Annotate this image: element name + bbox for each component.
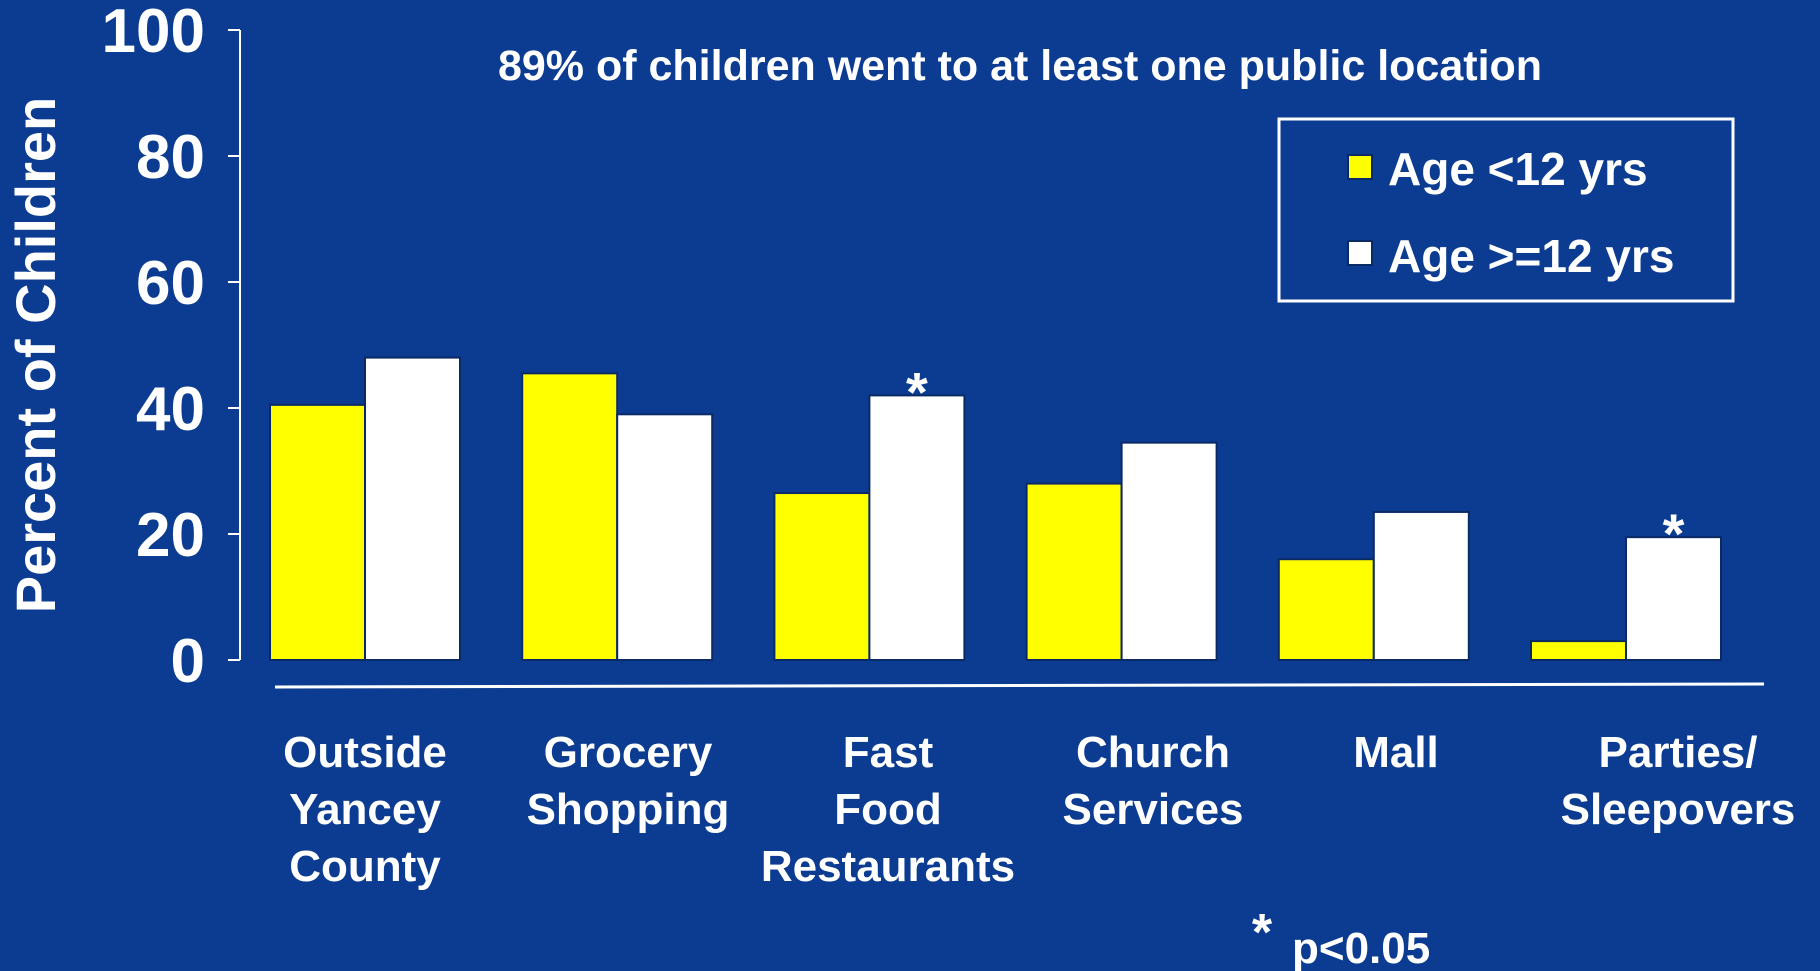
x-tick-label: Outside <box>283 728 447 777</box>
bar-age-12-plus <box>1120 441 1218 661</box>
x-tick-label: Mall <box>1353 728 1439 777</box>
x-tick-label: Restaurants <box>761 842 1015 891</box>
x-tick-label: Shopping <box>527 785 730 834</box>
x-axis-labels: Outside Yancey County Grocery Shopping Fast Fo… <box>283 728 1795 891</box>
footnote-marker: * <box>1252 904 1273 962</box>
legend-label-age-12-plus: Age >=12 yrs <box>1388 230 1674 282</box>
bar-age-12-plus <box>868 394 966 661</box>
x-tick-label: Grocery <box>544 728 713 777</box>
bar-age-12-plus <box>616 413 714 661</box>
legend-swatch-age-12-plus <box>1347 240 1373 266</box>
legend-box <box>1277 117 1735 303</box>
bar-age-12-plus <box>1625 536 1722 662</box>
bar-age-under-12 <box>773 492 871 661</box>
x-tick-label: County <box>289 842 441 891</box>
bar-age-under-12 <box>1025 482 1123 661</box>
bar-age-12-plus <box>1372 510 1470 662</box>
x-tick-label: Food <box>834 785 942 834</box>
bars-group: ** <box>269 356 1722 662</box>
y-tick-label: 20 <box>136 501 205 570</box>
footnote-text: p<0.05 <box>1292 924 1430 971</box>
x-tick-label: Yancey <box>289 785 441 834</box>
y-axis: 0 20 40 60 80 100 <box>102 0 241 696</box>
y-axis-label: Percent of Children <box>4 97 67 614</box>
y-tick-label: 40 <box>136 375 205 444</box>
legend-swatch-age-under-12 <box>1347 154 1373 180</box>
x-tick-label: Fast <box>843 728 934 777</box>
x-tick-label: Parties/ <box>1599 728 1758 777</box>
x-tick-label: Church <box>1076 728 1230 777</box>
y-tick-label: 60 <box>136 249 205 318</box>
y-tick-label: 100 <box>102 0 205 66</box>
legend-label-age-under-12: Age <12 yrs <box>1388 143 1648 195</box>
chart-title: 89% of children went to at least one pub… <box>498 42 1542 90</box>
bar-age-under-12 <box>1530 640 1627 661</box>
significance-marker: * <box>1663 502 1685 565</box>
bar-age-under-12 <box>521 372 619 661</box>
legend: Age <12 yrs Age >=12 yrs <box>1277 117 1735 303</box>
x-tick-label: Sleepovers <box>1561 785 1796 834</box>
x-axis-line <box>274 682 1765 689</box>
bar-age-under-12 <box>1277 558 1375 662</box>
significance-marker: * <box>906 360 928 423</box>
x-tick-label: Services <box>1062 785 1243 834</box>
bar-age-12-plus <box>364 356 461 661</box>
y-tick-label: 0 <box>171 627 205 696</box>
y-tick-label: 80 <box>136 123 205 192</box>
bar-age-under-12 <box>269 403 366 661</box>
